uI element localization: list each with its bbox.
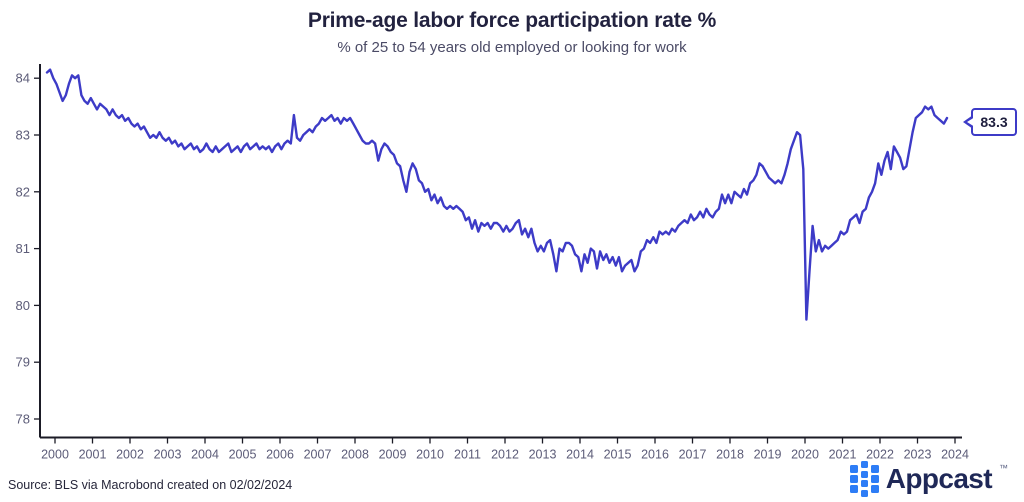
appcast-logo-icon <box>850 461 879 497</box>
y-tick-label: 79 <box>16 355 30 370</box>
x-tick-label: 2007 <box>304 448 332 462</box>
x-tick-label: 2005 <box>229 448 257 462</box>
x-tick-label: 2008 <box>341 448 369 462</box>
x-tick-label: 2010 <box>416 448 444 462</box>
x-tick-label: 2014 <box>566 448 594 462</box>
last-value-label: 83.3 <box>980 114 1008 130</box>
x-tick-label: 2012 <box>491 448 519 462</box>
y-tick-label: 81 <box>16 241 30 256</box>
x-tick-label: 2001 <box>79 448 107 462</box>
x-tick-label: 2022 <box>866 448 894 462</box>
x-tick-label: 2000 <box>41 448 69 462</box>
appcast-logo-text: Appcast <box>885 463 993 494</box>
y-tick-label: 78 <box>16 412 30 427</box>
x-tick-label: 2013 <box>529 448 557 462</box>
chart-subtitle: % of 25 to 54 years old employed or look… <box>337 39 687 56</box>
x-tick-label: 2019 <box>754 448 782 462</box>
y-tick-label: 82 <box>16 184 30 199</box>
y-tick-label: 84 <box>16 71 30 86</box>
x-tick-label: 2020 <box>791 448 819 462</box>
x-tick-label: 2009 <box>379 448 407 462</box>
x-tick-label: 2011 <box>454 448 481 462</box>
chart-title: Prime-age labor force participation rate… <box>307 9 717 32</box>
y-tick-label: 83 <box>16 128 30 143</box>
lfpr-series-line <box>45 68 949 321</box>
y-tick-label: 80 <box>16 298 30 313</box>
x-tick-label: 2016 <box>641 448 669 462</box>
last-value-callout: 83.3 <box>971 108 1017 136</box>
x-tick-label: 2021 <box>829 448 857 462</box>
x-tick-label: 2015 <box>604 448 632 462</box>
x-tick-label: 2017 <box>679 448 707 462</box>
x-tick-label: 2004 <box>191 448 219 462</box>
source-note: Source: BLS via Macrobond created on 02/… <box>8 478 293 492</box>
appcast-logo: Appcast ™ <box>850 461 1008 497</box>
x-tick-label: 2024 <box>941 448 969 462</box>
x-tick-label: 2006 <box>266 448 294 462</box>
x-tick-label: 2002 <box>116 448 144 462</box>
appcast-trademark: ™ <box>999 463 1008 473</box>
x-tick-label: 2018 <box>716 448 744 462</box>
x-tick-label: 2023 <box>904 448 932 462</box>
x-tick-label: 2003 <box>154 448 182 462</box>
